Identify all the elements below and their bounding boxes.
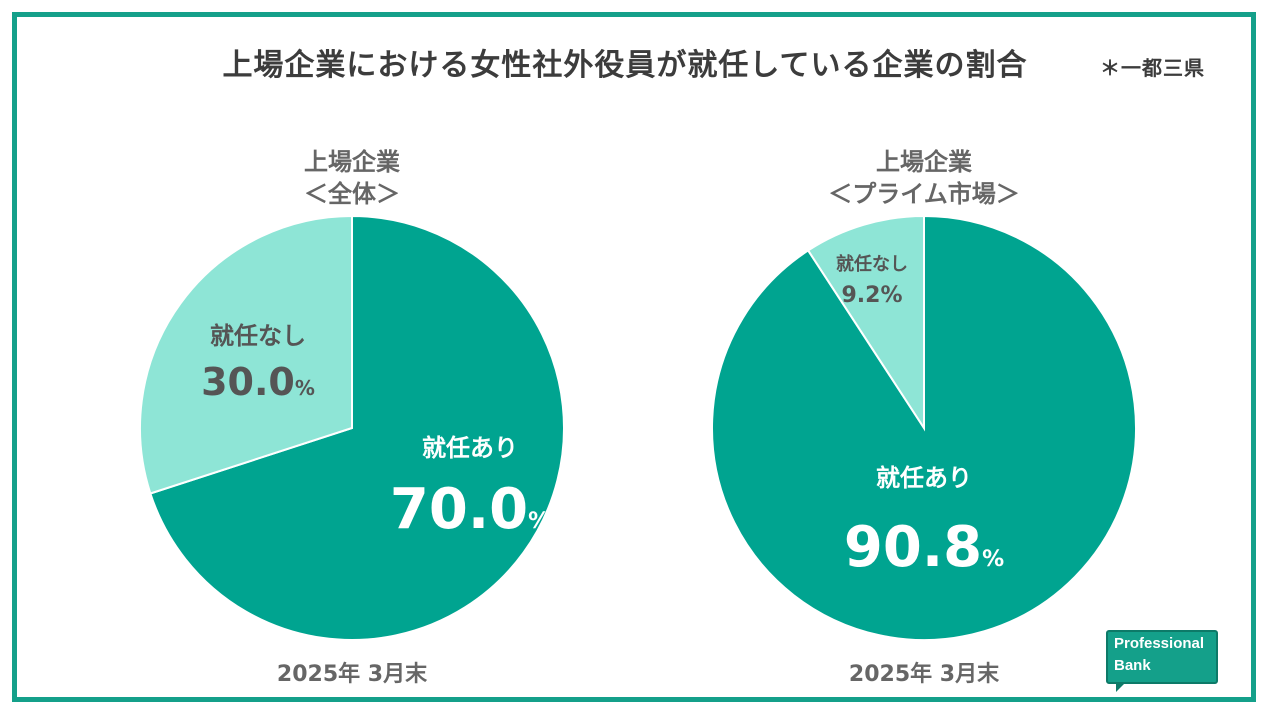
pie1-value-no-number: 30.0: [201, 360, 295, 404]
pie2-value-yes-number: 90.8: [844, 515, 982, 580]
chart-title-area: 上場企業における女性社外役員が就任している企業の割合 ＊一都三県: [0, 40, 1280, 84]
pie2-label-no: 就任なし: [836, 253, 908, 275]
pie1-label-no: 就任なし: [210, 322, 306, 350]
pie2-value-no: 9.2%: [841, 283, 902, 308]
pie2-label-yes: 就任あり: [876, 464, 972, 492]
professional-bank-logo: Professional Bank: [1106, 630, 1220, 692]
pie2-title-line1: 上場企業: [876, 148, 972, 176]
pie2-value-yes: 90.8%: [844, 515, 1004, 580]
pie-chart-prime: 就任あり 90.8% 就任なし 9.2%: [711, 214, 1137, 641]
pie2-value-no-unit: %: [880, 283, 902, 308]
pie1-value-yes-unit: %: [528, 509, 550, 534]
pie2-title-line2: ＜プライム市場＞: [828, 180, 1020, 208]
pie2-title: 上場企業 ＜プライム市場＞: [774, 146, 1074, 210]
chart-frame: [12, 12, 1256, 702]
pie2-slice-no: [806, 214, 925, 432]
pie1-slice-no: [139, 214, 353, 495]
pie2-value-no-number: 9.2: [841, 283, 880, 308]
region-note: ＊一都三県: [1100, 56, 1205, 80]
logo-tail: [1116, 682, 1126, 692]
pie1-slice-yes: [149, 214, 565, 641]
pie1-value-no-unit: %: [295, 376, 315, 400]
logo-line1: Professional: [1114, 635, 1205, 652]
pie1-value-yes: 70.0%: [390, 477, 550, 542]
chart-title: 上場企業における女性社外役員が就任している企業の割合: [222, 48, 1028, 83]
pie1-date: 2025年 3月末: [276, 662, 428, 687]
pie1-title: 上場企業 ＜全体＞: [202, 146, 502, 210]
logo-line2: Bank: [1114, 657, 1151, 674]
pie-chart-all: 就任あり 70.0% 就任なし 30.0%: [139, 214, 565, 641]
pie2-date: 2025年 3月末: [848, 662, 1000, 687]
pie1-value-no: 30.0%: [201, 360, 315, 404]
pie2-value-yes-unit: %: [982, 547, 1004, 572]
pie1-value-yes-number: 70.0: [390, 477, 528, 542]
pie1-title-line1: 上場企業: [304, 148, 400, 176]
pie1-label-yes: 就任あり: [422, 434, 518, 462]
logo-text: Professional Bank: [1114, 633, 1204, 677]
pie1-title-line2: ＜全体＞: [304, 180, 400, 208]
logo-box: [1106, 630, 1218, 684]
